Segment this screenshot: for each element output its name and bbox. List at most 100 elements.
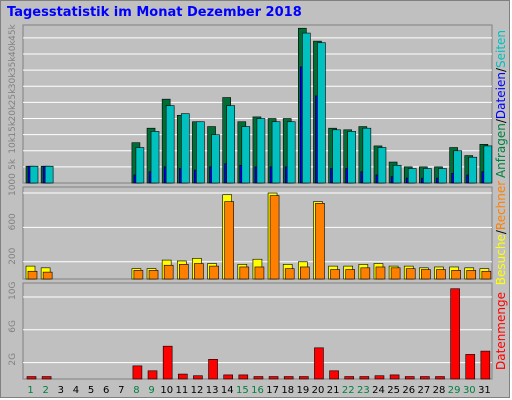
y-tick-label: 200 xyxy=(8,247,18,264)
series-label-part: Anfragen xyxy=(494,123,508,178)
series-label-2: Besuche/Rechner xyxy=(494,181,508,285)
bar-datenmenge xyxy=(389,374,400,380)
bar-seiten xyxy=(317,42,326,184)
x-tick-label: 14 xyxy=(221,385,234,396)
bar-datenmenge xyxy=(344,376,355,380)
y-tick-label: 10k xyxy=(8,136,18,153)
x-tick-label: 12 xyxy=(191,385,204,396)
x-tick-label: 8 xyxy=(133,385,139,396)
bar-rechner xyxy=(375,266,386,280)
bar-datenmenge xyxy=(435,376,445,380)
bar-rechner xyxy=(421,269,431,280)
page-title: Tagesstatistik im Monat Dezember 2018 xyxy=(7,5,302,20)
bar-datenmenge xyxy=(162,345,173,380)
y-tick-label: 2G xyxy=(8,353,18,366)
bar-datenmenge xyxy=(374,375,385,380)
x-tick-label: 5 xyxy=(88,385,94,396)
x-tick-label: 10 xyxy=(160,385,173,396)
x-tick-label: 24 xyxy=(372,385,385,396)
bar-seiten xyxy=(44,165,54,184)
bar-rechner xyxy=(254,266,265,280)
bar-rechner xyxy=(330,269,340,280)
bar-rechner xyxy=(209,265,219,280)
bar-rechner xyxy=(360,267,371,280)
bar-datenmenge xyxy=(420,376,430,380)
y-tick-label: 5k xyxy=(8,158,18,170)
series-label-part: Rechner xyxy=(494,181,508,230)
bar-seiten xyxy=(377,147,387,184)
x-tick-label: 2 xyxy=(43,385,49,396)
x-tick-label: 9 xyxy=(148,385,154,396)
bar-seiten xyxy=(468,156,478,184)
bar-seiten xyxy=(150,131,160,184)
bar-seiten xyxy=(438,168,447,184)
x-tick-label: 30 xyxy=(463,385,476,396)
bar-datenmenge xyxy=(177,373,188,380)
bar-seiten xyxy=(165,105,175,184)
bar-rechner xyxy=(239,266,250,280)
bar-rechner xyxy=(436,269,446,280)
y-tick-label: 30k xyxy=(8,72,18,89)
bar-seiten xyxy=(453,150,462,184)
bar-seiten xyxy=(271,121,281,184)
bar-rechner xyxy=(481,270,492,280)
x-tick-label: 7 xyxy=(118,385,124,396)
bar-rechner xyxy=(300,266,310,280)
series-label-part: Seiten xyxy=(494,30,508,68)
x-tick-label: 23 xyxy=(357,385,370,396)
bar-datenmenge xyxy=(283,376,294,380)
bar-seiten xyxy=(211,134,220,184)
bar-seiten xyxy=(135,147,145,184)
bar-datenmenge xyxy=(41,376,52,380)
x-tick-label: 6 xyxy=(103,385,109,396)
bar-seiten xyxy=(286,121,296,184)
x-tick-label: 29 xyxy=(448,385,461,396)
bar-seiten xyxy=(483,145,493,184)
x-tick-label: 3 xyxy=(58,385,64,396)
bar-seiten xyxy=(407,168,417,184)
x-tick-label: 17 xyxy=(266,385,279,396)
y-tick-label: 40k xyxy=(8,40,18,57)
bar-rechner xyxy=(148,270,159,280)
bar-rechner xyxy=(390,267,401,280)
series-label-part: / xyxy=(494,229,508,234)
y-tick-label: 600 xyxy=(8,213,18,230)
bar-datenmenge xyxy=(450,288,460,380)
bar-rechner xyxy=(42,271,53,280)
y-tick-label: 6G xyxy=(8,320,18,333)
bar-datenmenge xyxy=(465,354,476,380)
y-tick-label: 25k xyxy=(8,88,18,105)
x-tick-label: 13 xyxy=(206,385,219,396)
series-label-3: Datenmenge xyxy=(494,292,508,370)
bar-rechner xyxy=(133,270,144,280)
bar-rechner xyxy=(466,270,477,280)
y-tick-label: 1000 xyxy=(8,173,18,196)
bar-datenmenge xyxy=(223,374,233,380)
bar-seiten xyxy=(347,131,357,184)
series-label-part: Datenmenge xyxy=(494,292,508,370)
x-tick-label: 26 xyxy=(402,385,415,396)
bar-datenmenge xyxy=(147,370,158,380)
bar-seiten xyxy=(196,121,205,184)
series-label-part: / xyxy=(494,118,508,123)
bar-datenmenge xyxy=(480,350,491,380)
x-tick-label: 31 xyxy=(478,385,491,396)
series-label-part: Dateien xyxy=(494,72,508,119)
bar-rechner xyxy=(269,195,280,280)
bar-datenmenge xyxy=(299,376,309,380)
bar-datenmenge xyxy=(268,376,279,380)
bar-seiten xyxy=(29,165,39,184)
y-tick-label: 20k xyxy=(8,104,18,121)
y-tick-label: 45k xyxy=(8,23,18,40)
bar-datenmenge xyxy=(329,370,339,380)
bar-rechner xyxy=(27,270,38,280)
bar-datenmenge xyxy=(359,376,370,380)
x-tick-label: 11 xyxy=(175,385,188,396)
bar-rechner xyxy=(315,203,325,280)
y-tick-label: 10G xyxy=(8,281,18,299)
bar-rechner xyxy=(451,270,461,280)
bar-rechner xyxy=(345,269,356,280)
bar-datenmenge xyxy=(253,376,264,380)
bar-seiten xyxy=(362,127,372,184)
bar-rechner xyxy=(163,264,174,280)
